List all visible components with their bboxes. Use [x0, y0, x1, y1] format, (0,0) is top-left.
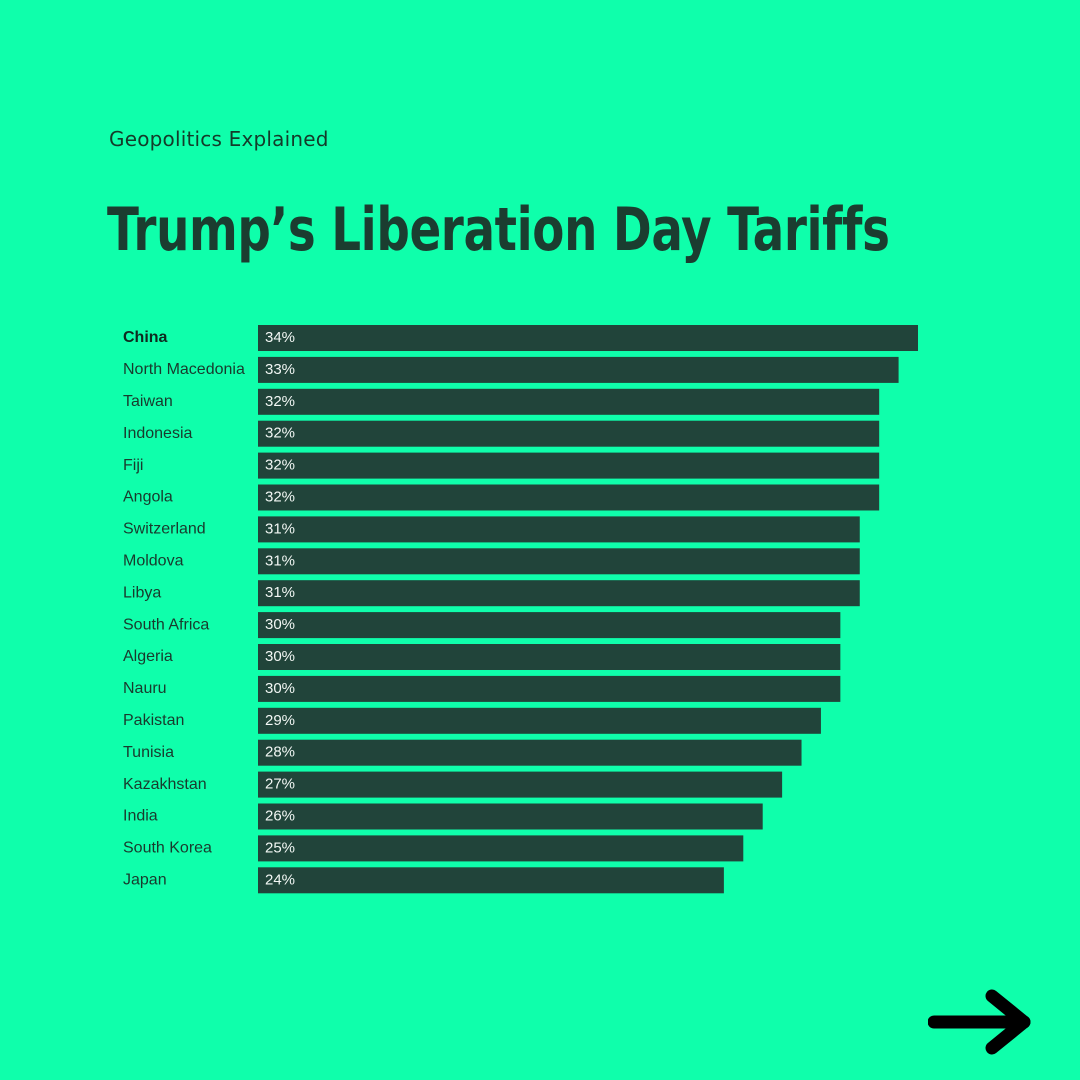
bar — [258, 675, 841, 702]
bar — [258, 612, 841, 639]
category-label: Algeria — [123, 648, 173, 665]
bar — [258, 835, 744, 862]
category-label: Pakistan — [123, 712, 184, 729]
bar — [258, 867, 724, 894]
category-label: India — [123, 808, 158, 825]
category-label: Angola — [123, 489, 173, 506]
value-label: 30% — [265, 616, 295, 633]
value-label: 31% — [265, 552, 295, 569]
bar — [258, 420, 880, 447]
value-label: 26% — [265, 807, 295, 824]
value-label: 31% — [265, 520, 295, 537]
value-label: 32% — [265, 457, 295, 474]
bar — [258, 356, 899, 383]
value-label: 30% — [265, 648, 295, 665]
value-label: 32% — [265, 488, 295, 505]
value-label: 29% — [265, 712, 295, 729]
category-label: Kazakhstan — [123, 776, 207, 793]
value-label: 34% — [265, 329, 295, 346]
arrow-right-icon — [927, 989, 1031, 1055]
bar — [258, 580, 860, 607]
value-label: 24% — [265, 871, 295, 888]
bar — [258, 803, 763, 830]
category-label: Moldova — [123, 553, 184, 570]
bar — [258, 739, 802, 766]
value-label: 31% — [265, 584, 295, 601]
value-label: 33% — [265, 361, 295, 378]
bar — [258, 388, 880, 415]
bar — [258, 516, 860, 543]
value-label: 30% — [265, 680, 295, 697]
bar — [258, 707, 821, 734]
category-label: South Korea — [123, 840, 212, 857]
category-label: Japan — [123, 872, 167, 889]
next-slide-button[interactable] — [927, 988, 1038, 1058]
category-label: Taiwan — [123, 393, 173, 410]
category-label: Switzerland — [123, 521, 206, 538]
category-label: Tunisia — [123, 744, 174, 761]
bar — [258, 484, 880, 511]
category-label: North Macedonia — [123, 361, 245, 378]
value-label: 25% — [265, 839, 295, 856]
bar — [258, 325, 918, 351]
value-label: 28% — [265, 744, 295, 761]
page-title: Trump’s Liberation Day Tariffs — [107, 195, 890, 265]
value-label: 32% — [265, 425, 295, 442]
bar — [258, 771, 783, 798]
category-label: Nauru — [123, 680, 167, 697]
category-label: Libya — [123, 584, 161, 601]
category-label: Indonesia — [123, 425, 192, 442]
category-label: China — [123, 329, 168, 346]
value-label: 32% — [265, 393, 295, 410]
bar — [258, 644, 841, 670]
value-label: 27% — [265, 776, 295, 793]
brand-name: Geopolitics Explained — [109, 127, 329, 151]
category-label: South Africa — [123, 616, 209, 633]
bar — [258, 548, 860, 575]
category-label: Fiji — [123, 457, 143, 474]
bar — [258, 452, 880, 479]
